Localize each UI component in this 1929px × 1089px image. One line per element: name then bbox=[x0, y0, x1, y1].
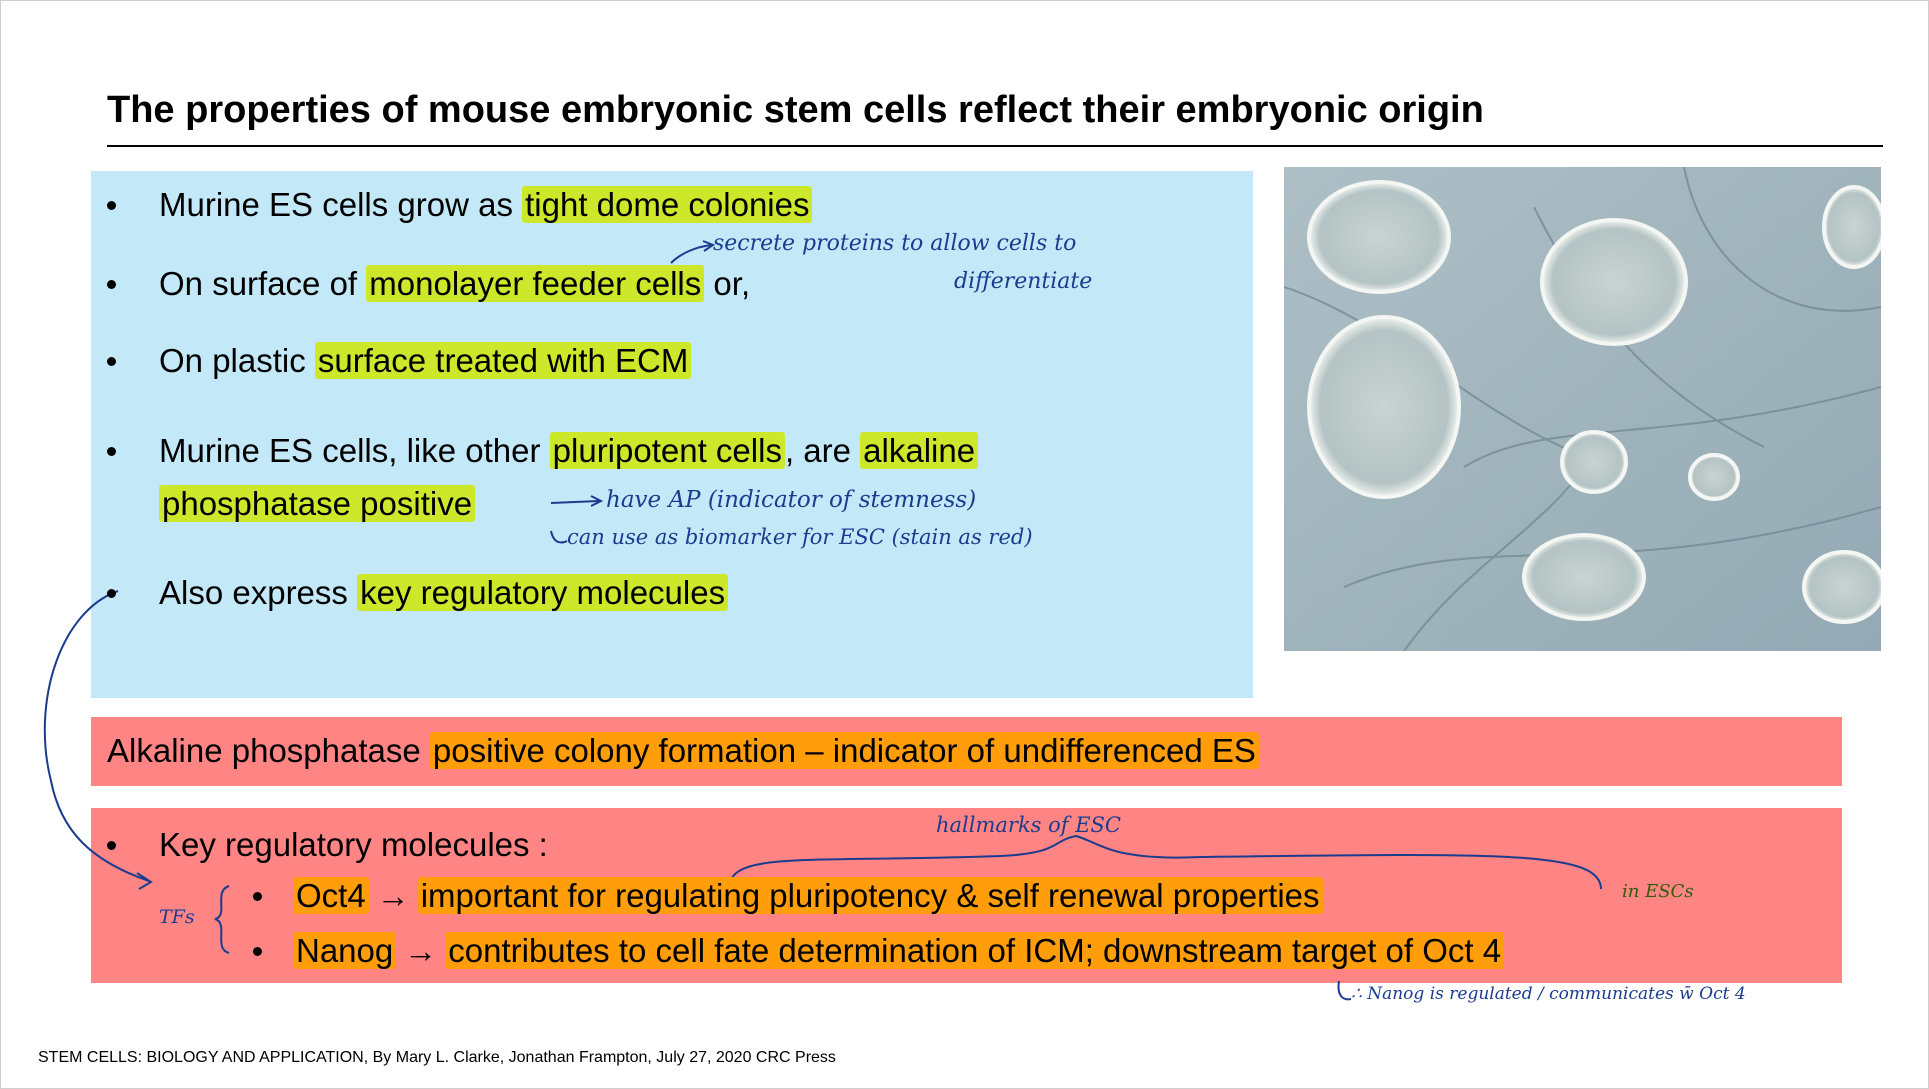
bullet-dot bbox=[107, 841, 116, 850]
molecule-description: contributes to cell fate determination o… bbox=[445, 932, 1505, 969]
text-segment: Murine ES cells grow as bbox=[159, 186, 523, 223]
bullet-dot bbox=[107, 280, 116, 289]
highlighted-text: surface treated with ECM bbox=[314, 342, 692, 379]
biomarker-note: can use as biomarker for ESC (stain as r… bbox=[567, 525, 1033, 549]
key-heading: Key regulatory molecules : bbox=[159, 826, 548, 863]
footer-citation: STEM CELLS: BIOLOGY AND APPLICATION, By … bbox=[38, 1049, 836, 1066]
title-rule bbox=[107, 145, 1883, 147]
bullet-line: Also express key regulatory molecules bbox=[159, 573, 729, 613]
text-segment: or, bbox=[704, 265, 751, 302]
molecule-name: Oct4 bbox=[293, 877, 369, 914]
text-segment: Also express bbox=[159, 574, 358, 611]
text-segment: Murine ES cells, like other bbox=[159, 432, 550, 469]
bullet-dot bbox=[107, 201, 116, 210]
text-segment: On plastic bbox=[159, 342, 315, 379]
highlighted-text: monolayer feeder cells bbox=[366, 265, 705, 302]
bullet-dot bbox=[107, 447, 116, 456]
bullet-line: Murine ES cells, like other pluripotent … bbox=[159, 431, 979, 471]
in-escs-note: in ESCs bbox=[1622, 881, 1694, 902]
arrow: → bbox=[376, 877, 410, 914]
text-segment: On surface of bbox=[159, 265, 367, 302]
bullet-line: On plastic surface treated with ECM bbox=[159, 341, 692, 381]
bullet-line: On surface of monolayer feeder cells or, bbox=[159, 264, 750, 304]
sub-bullet-dot bbox=[253, 947, 262, 956]
banner-line: Alkaline phosphatase positive colony for… bbox=[107, 731, 1259, 771]
molecule-name: Nanog bbox=[293, 932, 397, 969]
bullet-line: phosphatase positive bbox=[159, 484, 476, 524]
cell-micrograph bbox=[1284, 167, 1881, 651]
highlighted-text: tight dome colonies bbox=[522, 186, 813, 223]
highlighted-text: phosphatase positive bbox=[159, 485, 476, 522]
bullet-dot bbox=[107, 589, 116, 598]
key-item: Oct4 → important for regulating pluripoten… bbox=[293, 876, 1323, 916]
ap-note: have AP (indicator of stemness) bbox=[606, 487, 977, 513]
highlighted-text: alkaline bbox=[860, 432, 979, 469]
tfs-note: TFs bbox=[159, 906, 195, 928]
molecule-description: important for regulating pluripotency & … bbox=[417, 877, 1323, 914]
text-segment: , are bbox=[784, 432, 861, 469]
feeder-note: secrete proteins to allow cells to bbox=[713, 231, 1077, 256]
bullet-line: Murine ES cells grow as tight dome colon… bbox=[159, 185, 813, 225]
highlighted-text: positive colony formation – indicator of… bbox=[429, 732, 1259, 769]
hallmarks-note: hallmarks of ESC bbox=[936, 813, 1122, 837]
highlighted-text: key regulatory molecules bbox=[357, 574, 729, 611]
key-item: Nanog → contributes to cell fate determina… bbox=[293, 931, 1505, 971]
bullet-dot bbox=[107, 357, 116, 366]
sub-bullet-dot bbox=[253, 892, 262, 901]
highlighted-text: pluripotent cells bbox=[549, 432, 785, 469]
slide-title: The properties of mouse embryonic stem c… bbox=[107, 89, 1484, 131]
nanog-note: ∴ Nanog is regulated / communicates w̄ O… bbox=[1351, 984, 1746, 1004]
feeder-note: differentiate bbox=[954, 269, 1093, 294]
arrow: → bbox=[404, 932, 438, 969]
text-segment: Alkaline phosphatase bbox=[107, 732, 430, 769]
